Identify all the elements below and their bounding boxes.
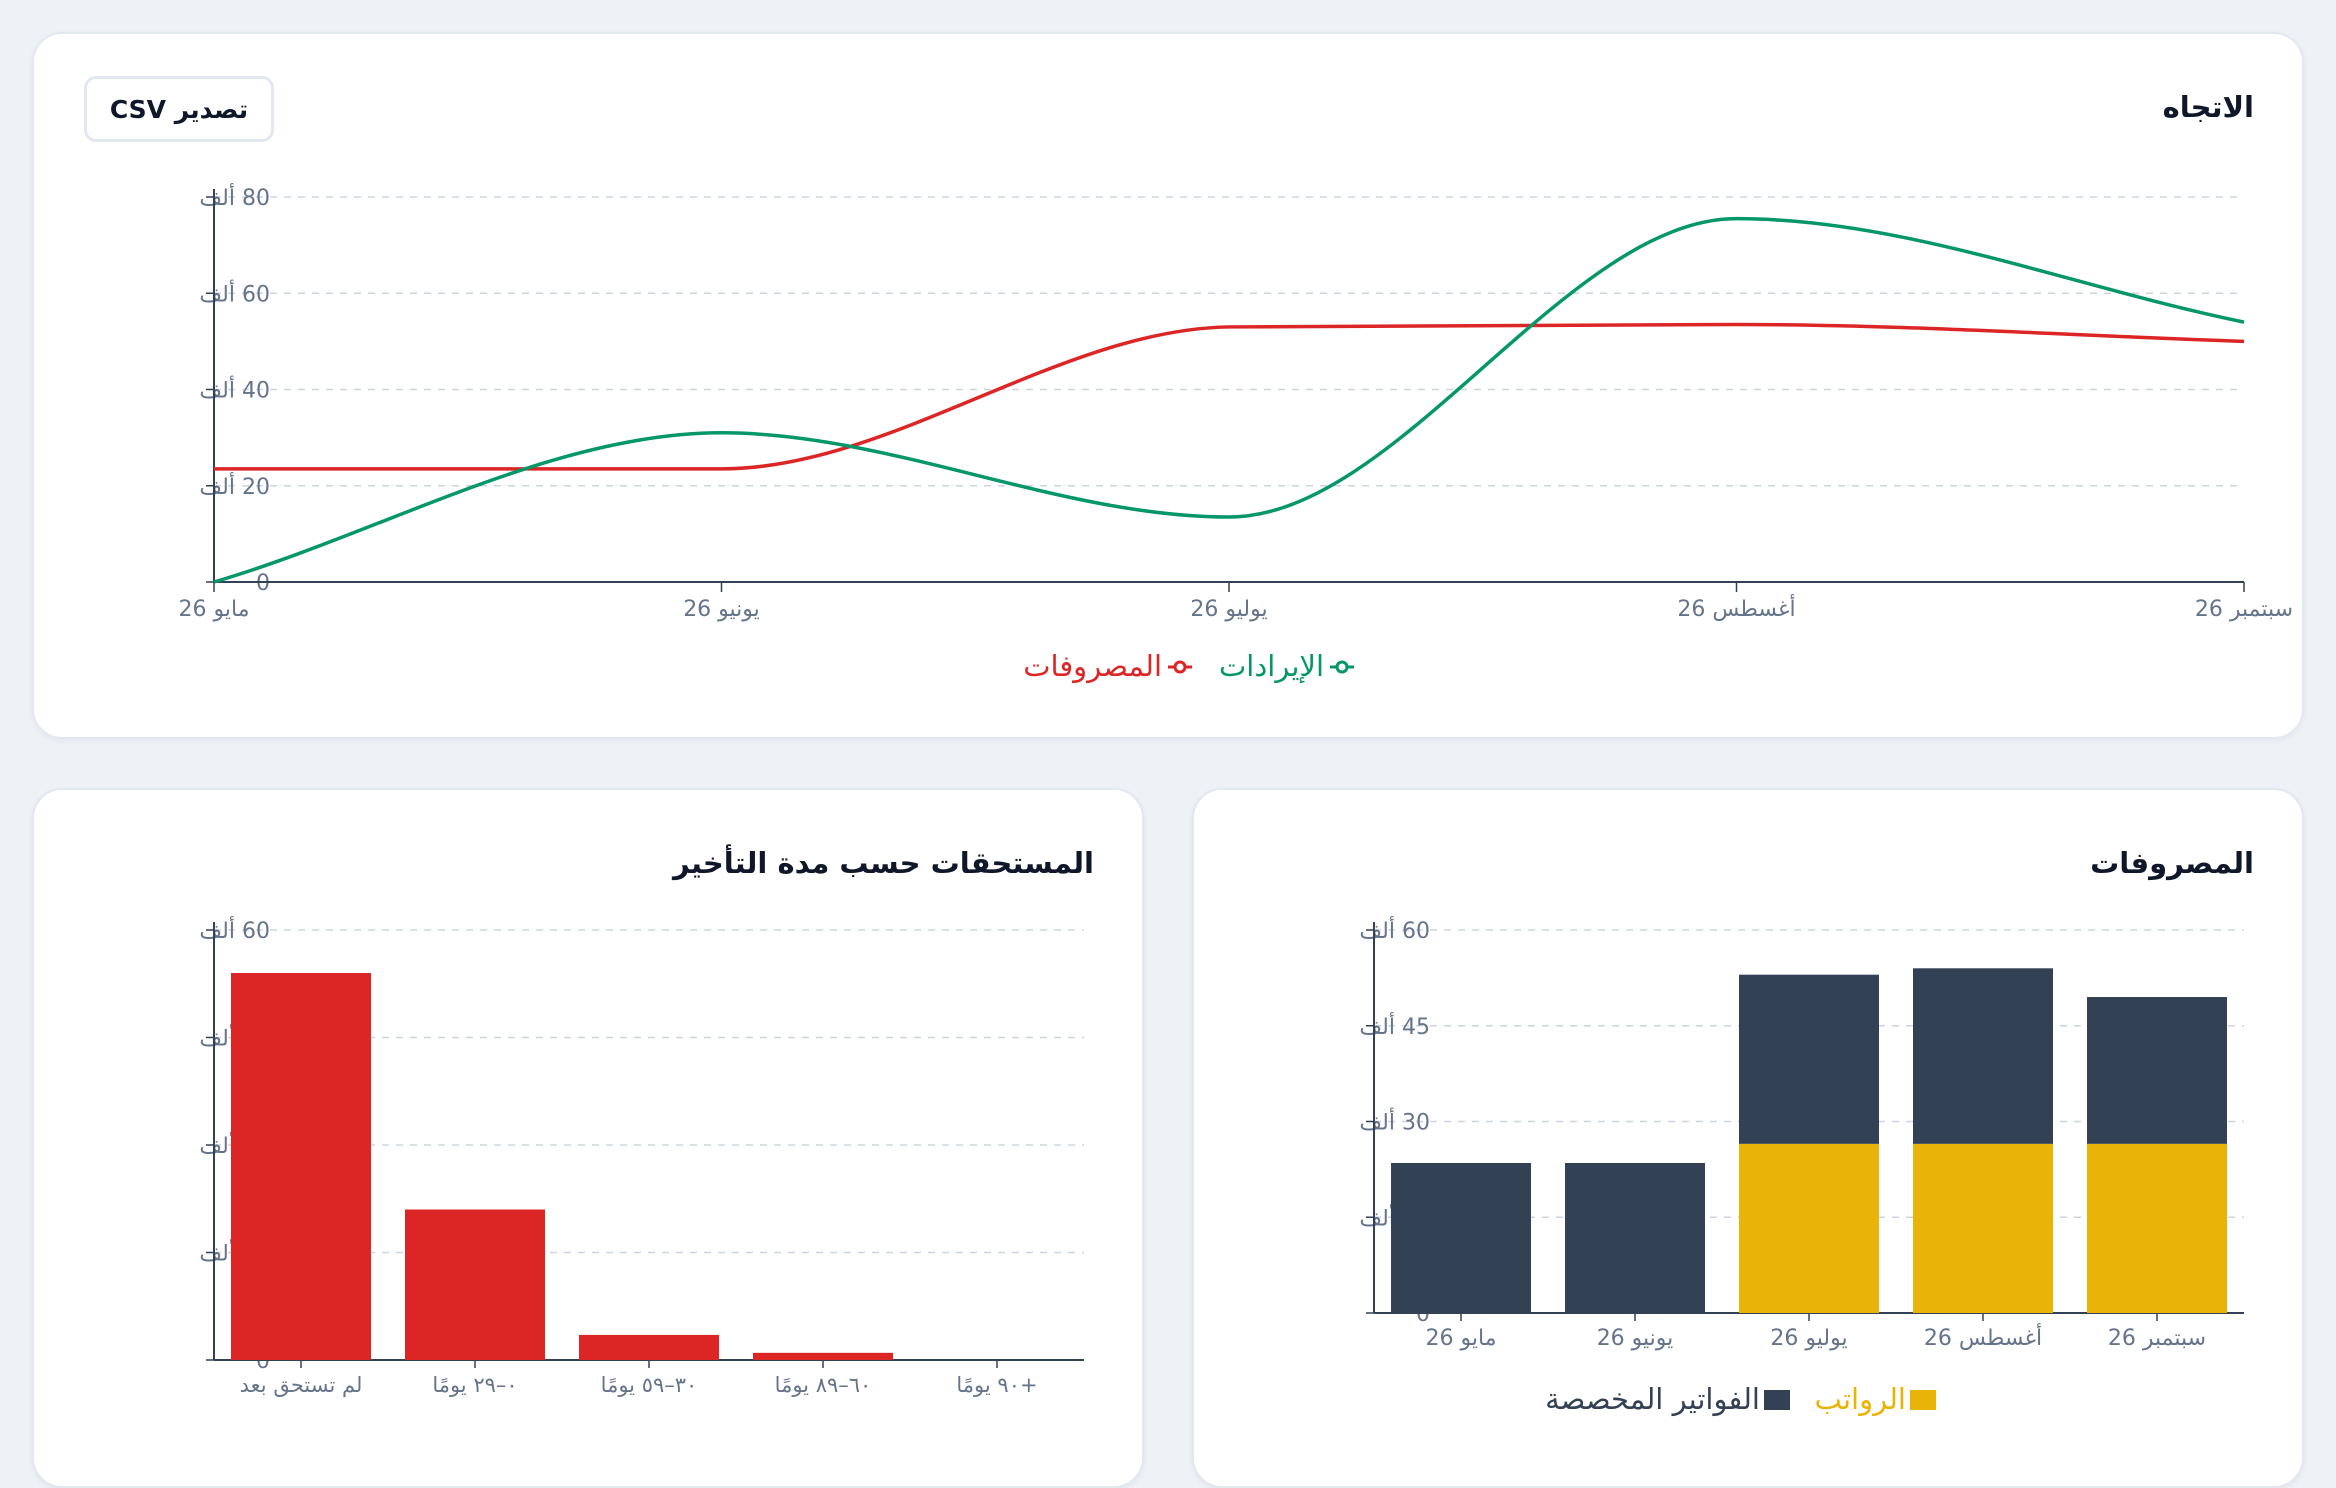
export-csv-button[interactable]: تصدير CSV [84, 76, 274, 142]
trend-line-chart: 0 20 ألف 40 ألف 60 ألف 80 ألف مايو 26 يونيو 26… [179, 183, 2294, 684]
exp-xtick-label: أغسطس 26 [1924, 1323, 2042, 1351]
exp-bar-segment [1913, 968, 2053, 1144]
trend-ytick-label: 40 ألف [199, 376, 270, 404]
trend-series-line [213, 216, 2245, 584]
exp-bar-segment [1565, 1162, 1705, 1313]
exp-bar-segment [1391, 1162, 1531, 1313]
exp-legend-label: الفواتير المخصصة [1545, 1382, 1760, 1416]
trend-legend-label: الإيرادات [1219, 649, 1324, 684]
aging-xtick-label: +٩٠ يومًا [956, 1373, 1037, 1397]
trend-ytick-label: 60 ألف [199, 279, 270, 307]
trend-legend-label: المصروفات [1023, 649, 1162, 683]
aging-ytick-label: 60 ألف [199, 916, 270, 944]
trend-ytick-label: 20 ألف [199, 472, 270, 500]
aging-xtick-label: ٠–٢٩ يومًا [432, 1373, 517, 1397]
exp-ytick-label: 60 ألف [1359, 916, 1430, 944]
trend-xtick-label: أغسطس 26 [1677, 594, 1795, 622]
trend-legend-marker [1173, 660, 1187, 674]
trend-legend-marker [1335, 660, 1349, 674]
exp-xtick-label: يوليو 26 [1770, 1326, 1847, 1351]
exp-xtick-label: سبتمبر 26 [2108, 1326, 2206, 1351]
exp-legend-label: الرواتب [1814, 1382, 1906, 1416]
trend-xtick-label: مايو 26 [179, 597, 250, 622]
aging-xtick-label: لم تستحق بعد [240, 1373, 363, 1398]
trend-ytick-label: 0 [256, 571, 270, 596]
aging-xtick-label: ٣٠–٥٩ يومًا [601, 1373, 698, 1397]
trend-series-line [214, 322, 2245, 471]
exp-bar-segment [2087, 997, 2227, 1144]
trend-title: الاتجاه [2162, 90, 2254, 124]
aging-title: المستحقات حسب مدة التأخير [673, 846, 1094, 880]
exp-ytick-label: 30 ألف [1359, 1108, 1430, 1136]
trend-xtick-label: سبتمبر 26 [2195, 597, 2293, 622]
exp-legend-swatch [1764, 1390, 1790, 1410]
aging-bar [231, 973, 371, 1360]
expenses-title: المصروفات [2090, 846, 2254, 880]
exp-bar-segment [1913, 1143, 2053, 1313]
aging-bar [405, 1209, 545, 1360]
exp-bar-segment [1739, 1143, 1879, 1313]
aging-bar [579, 1334, 719, 1360]
exp-bar-segment [1739, 974, 1879, 1144]
trend-card: الاتجاه تصدير CSV 0 20 ألف 40 ألف 60 ألف 80 … [32, 32, 2304, 739]
exp-legend-swatch [1910, 1390, 1936, 1410]
trend-xtick-label: يونيو 26 [683, 597, 760, 622]
exp-xtick-label: يونيو 26 [1597, 1326, 1674, 1351]
exp-xtick-label: مايو 26 [1426, 1326, 1497, 1351]
trend-xtick-label: يوليو 26 [1190, 597, 1267, 622]
trend-ytick-label: 80 ألف [199, 183, 270, 211]
aging-bar [753, 1352, 893, 1360]
aging-xtick-label: ٦٠–٨٩ يومًا [775, 1373, 872, 1397]
exp-ytick-label: 45 ألف [1359, 1012, 1430, 1040]
exp-bar-segment [2087, 1143, 2227, 1313]
